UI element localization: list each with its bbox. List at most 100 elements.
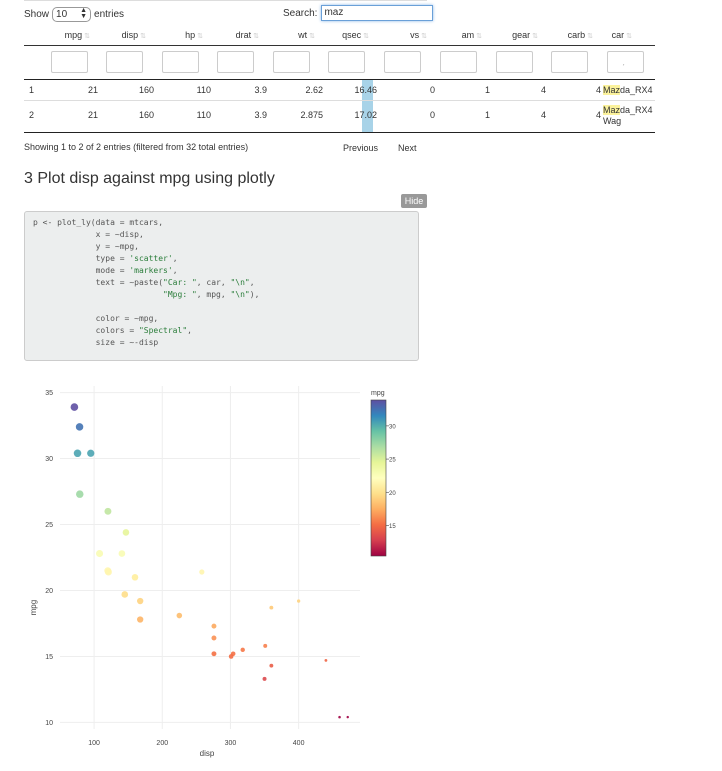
code-token: y = ~mpg,	[33, 242, 139, 251]
cell-car: Mazda_RX4 Wag	[603, 105, 655, 127]
x-tick-label: 100	[88, 740, 100, 747]
scatter-point[interactable]	[262, 676, 267, 681]
scatter-point[interactable]	[131, 574, 139, 581]
cell-disp: 160	[138, 110, 154, 120]
scatter-point[interactable]	[211, 623, 217, 629]
column-header-qsec[interactable]: qsec ⇅	[329, 30, 369, 40]
column-header-am[interactable]: am ⇅	[442, 30, 482, 40]
sort-icon: ⇅	[476, 33, 482, 40]
column-filter-hp[interactable]	[162, 51, 199, 73]
code-line: type = 'scatter',	[33, 253, 418, 265]
code-token: ,	[187, 326, 192, 335]
code-string: 'scatter'	[129, 254, 173, 263]
scatter-point[interactable]	[121, 591, 129, 598]
scatter-point[interactable]	[269, 663, 274, 668]
scatter-point[interactable]	[70, 403, 79, 411]
column-header-mpg[interactable]: mpg ⇅	[50, 30, 90, 40]
column-filter-disp[interactable]	[106, 51, 143, 73]
column-header-drat[interactable]: drat ⇅	[219, 30, 259, 40]
column-header-label: car	[611, 30, 625, 40]
search-control: Search: maz	[283, 5, 434, 21]
car-name-rest: da_RX4	[620, 85, 653, 95]
column-filter-vs[interactable]	[384, 51, 421, 73]
scatter-point[interactable]	[118, 550, 126, 557]
column-header-vs[interactable]: vs ⇅	[387, 30, 427, 40]
column-filter-car[interactable]: ˏ	[607, 51, 644, 73]
next-button[interactable]: Next	[398, 143, 417, 153]
scatter-point[interactable]	[228, 654, 234, 659]
qsec-bar	[362, 101, 373, 132]
scatter-point[interactable]	[211, 651, 217, 657]
scatter-point[interactable]	[137, 597, 144, 605]
row-rule	[24, 132, 655, 133]
code-line: x = ~disp,	[33, 229, 418, 241]
page-length-select[interactable]: 10 ▲ ▼	[52, 7, 92, 22]
code-line	[33, 349, 418, 360]
cell-gear: 4	[540, 110, 546, 120]
search-input[interactable]: maz	[321, 5, 434, 21]
row-index: 1	[29, 85, 35, 95]
sort-icon: ⇅	[532, 33, 538, 40]
scatter-point[interactable]	[104, 507, 112, 515]
column-header-label: hp	[185, 30, 196, 40]
sort-icon: ⇅	[587, 33, 593, 40]
scatter-point[interactable]	[75, 423, 84, 431]
scatter-point[interactable]	[296, 599, 301, 603]
scatter-point[interactable]	[104, 568, 112, 576]
scatter-point[interactable]	[95, 549, 104, 558]
column-header-carb[interactable]: carb ⇅	[553, 30, 593, 40]
code-line	[33, 301, 418, 313]
column-filter-qsec[interactable]	[328, 51, 365, 73]
cell-am: 1	[484, 110, 490, 120]
scatter-point[interactable]	[269, 605, 274, 610]
sort-icon: ⇅	[140, 33, 146, 40]
car-name-line2: Wag	[603, 116, 622, 126]
scatter-point[interactable]	[176, 612, 183, 619]
scatter-point[interactable]	[240, 647, 245, 653]
colorbar-tick-label: 30	[389, 424, 396, 430]
colorbar-title: mpg	[371, 390, 385, 397]
previous-button[interactable]: Previous	[343, 143, 379, 153]
y-tick-label: 20	[45, 588, 53, 595]
hide-code-button[interactable]: Hide	[401, 194, 427, 208]
column-header-label: wt	[298, 30, 308, 40]
code-token: p <- plot_ly(data = mtcars,	[33, 218, 164, 227]
code-token: size = ~-disp	[33, 338, 159, 347]
code-string: "\n"	[230, 278, 250, 287]
scatter-point[interactable]	[76, 490, 84, 498]
scatter-point[interactable]	[324, 658, 328, 662]
code-token: type =	[33, 254, 130, 263]
column-filter-gear[interactable]	[496, 51, 533, 73]
scatter-point[interactable]	[73, 449, 82, 458]
column-header-disp[interactable]: disp ⇅	[106, 30, 146, 40]
scatter-point[interactable]	[263, 643, 268, 648]
column-filter-carb[interactable]	[551, 51, 588, 73]
scatter-point[interactable]	[137, 616, 144, 623]
column-header-car[interactable]: car ⇅	[592, 30, 632, 40]
scatter-point[interactable]	[87, 449, 95, 457]
code-line: text = ~paste("Car: ", car, "\n",	[33, 277, 418, 289]
scatter-point[interactable]	[211, 635, 217, 641]
column-filter-am[interactable]	[440, 51, 477, 73]
scatter-plot[interactable]: 100 200 300 400 10 15 20 25 30 35 disp mpg mpg 15 20 25…	[0, 380, 440, 765]
column-header-wt[interactable]: wt ⇅	[275, 30, 315, 40]
column-header-gear[interactable]: gear ⇅	[498, 30, 538, 40]
cell-carb: 4	[595, 110, 601, 120]
entries-label: entries	[94, 9, 125, 20]
sort-icon: ⇅	[421, 33, 427, 40]
column-filter-drat[interactable]	[217, 51, 254, 73]
column-filter-wt[interactable]	[273, 51, 310, 73]
sort-icon: ⇅	[309, 33, 315, 40]
scatter-point[interactable]	[199, 569, 205, 575]
scatter-point[interactable]	[338, 715, 341, 719]
column-header-label: vs	[410, 30, 420, 40]
scatter-point[interactable]	[122, 529, 130, 536]
y-tick-label: 35	[45, 390, 53, 397]
column-header-hp[interactable]: hp ⇅	[163, 30, 203, 40]
column-filter-mpg[interactable]	[51, 51, 88, 73]
table-info: Showing 1 to 2 of 2 entries (filtered fr…	[24, 142, 249, 152]
code-string: "Car: "	[163, 278, 197, 287]
code-line: size = ~-disp	[33, 337, 418, 349]
scatter-point[interactable]	[346, 715, 349, 719]
cell-wt: 2.62	[305, 85, 323, 95]
